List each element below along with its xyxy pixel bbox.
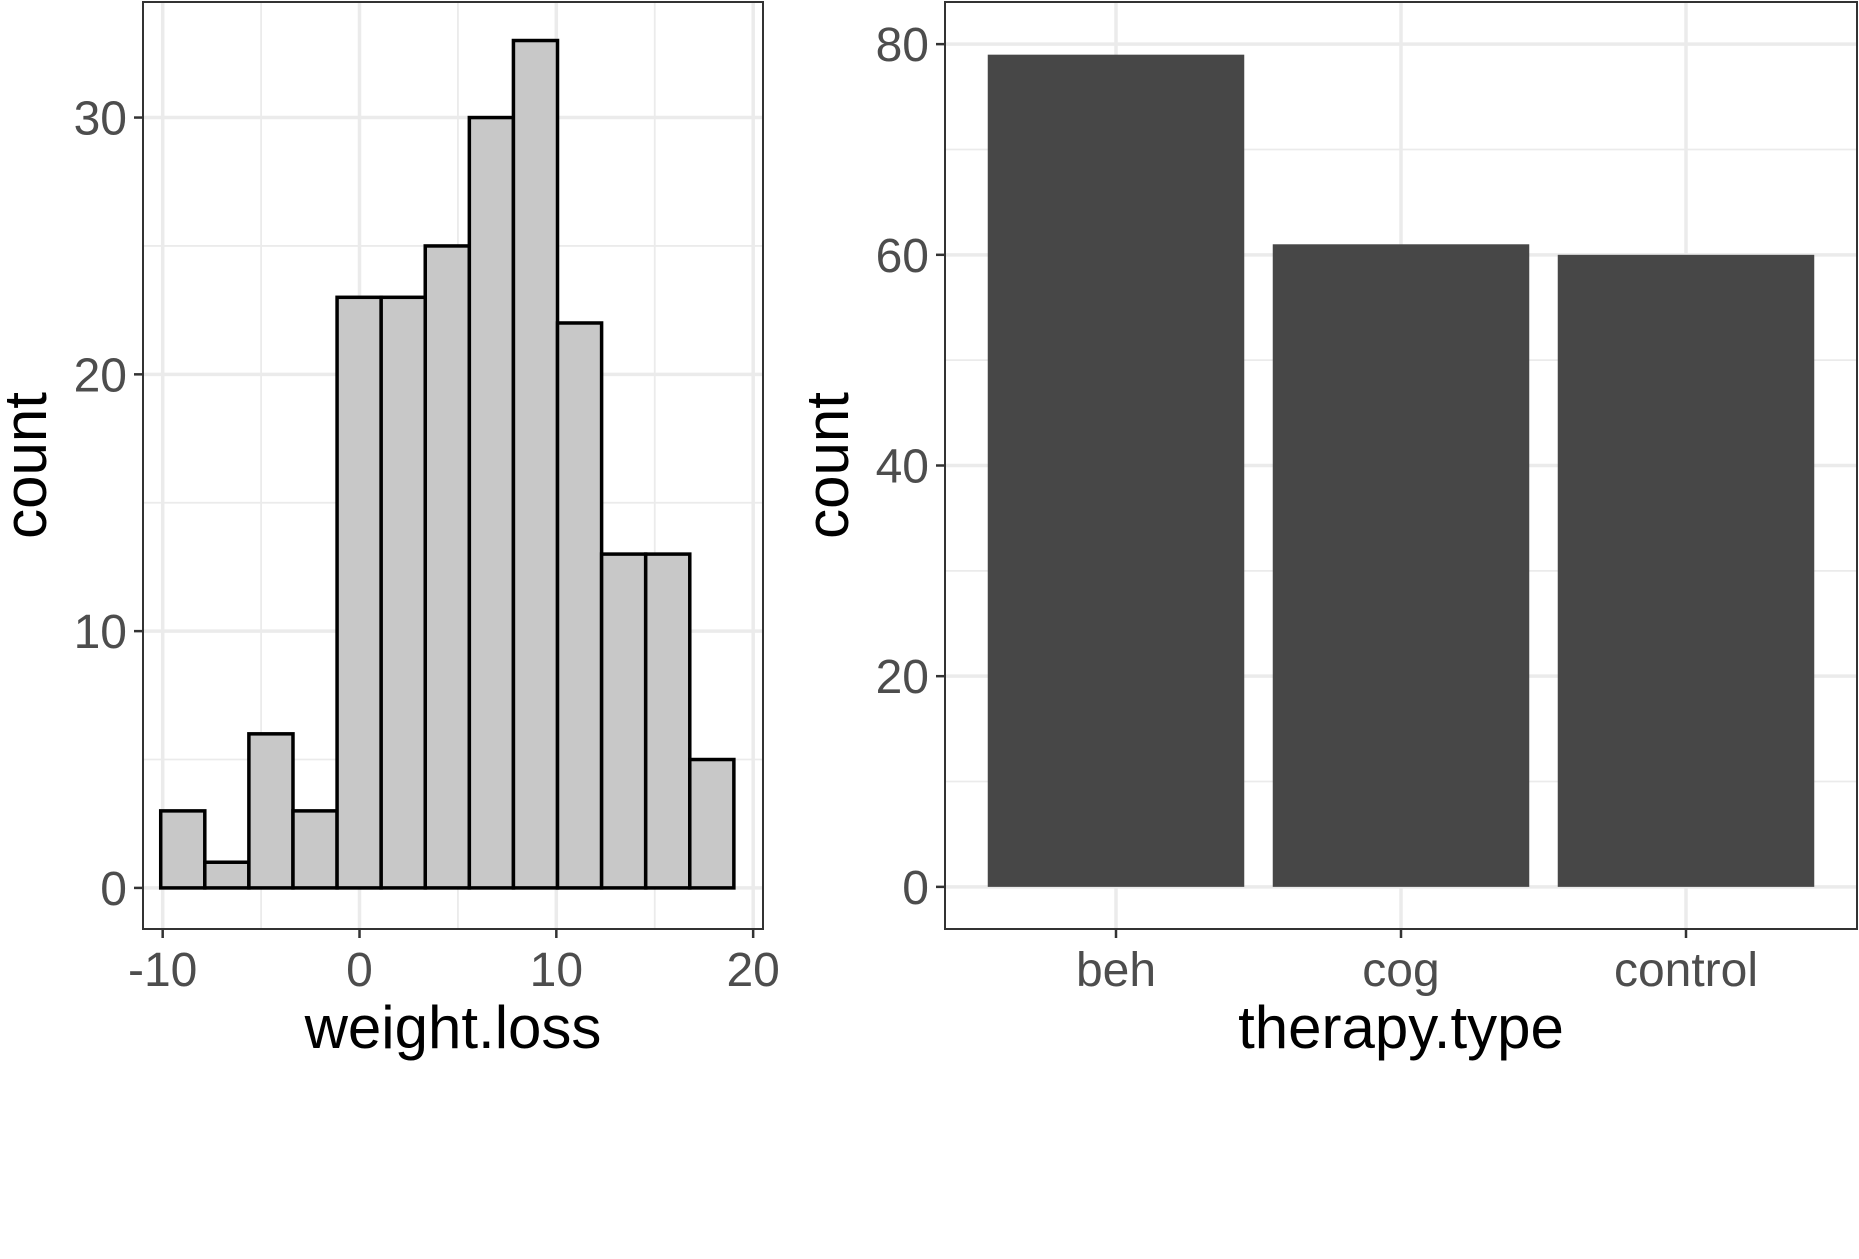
- histogram-y-tick-label: 30: [74, 93, 127, 146]
- barchart-bar-cog: [1272, 244, 1530, 887]
- histogram-panel-border: [142, 1, 764, 930]
- barchart-y-tick-label: 80: [876, 19, 929, 72]
- histogram-x-tick-label: 0: [346, 944, 373, 997]
- histogram-x-tick-label: 20: [726, 944, 779, 997]
- histogram-bar: [555, 321, 604, 890]
- barchart-x-tick-label: control: [1614, 944, 1758, 997]
- histogram-bar: [203, 860, 251, 890]
- barchart-y-tick-label: 40: [876, 441, 929, 494]
- barchart-x-axis-title: therapy.type: [1238, 994, 1564, 1061]
- histogram-x-tick-label: -10: [128, 944, 197, 997]
- barchart-y-tick-label: 0: [902, 862, 929, 915]
- histogram-bar: [467, 115, 516, 890]
- histogram-bar: [291, 809, 339, 890]
- histogram-x-tick-label: 10: [530, 944, 583, 997]
- histogram-bar: [643, 552, 692, 890]
- histogram-bar: [379, 295, 427, 890]
- histogram-bars: [158, 38, 736, 890]
- histogram-y-axis-title: count: [0, 392, 59, 539]
- histogram-bar: [599, 552, 648, 890]
- histogram-bar: [247, 732, 295, 890]
- histogram-bar: [335, 295, 383, 890]
- barchart-ticks: 0 20 40 60 80 beh cog control: [876, 19, 1758, 997]
- histogram-bar: [423, 244, 472, 890]
- histogram-bar: [158, 809, 207, 890]
- histogram-y-tick-label: 0: [100, 863, 127, 916]
- barchart-y-tick-label: 60: [876, 230, 929, 283]
- histogram-bar: [688, 757, 736, 890]
- barchart-bars: [987, 54, 1815, 887]
- barchart-panel: 0 20 40 60 80 beh cog control therapy.type coun…: [794, 1, 1858, 1061]
- histogram-y-tick-label: 20: [74, 349, 127, 402]
- barchart-y-axis-title: count: [794, 392, 861, 539]
- barchart-bar-control: [1557, 254, 1815, 887]
- barchart-y-tick-label: 20: [876, 651, 929, 704]
- barchart-x-tick-label: beh: [1076, 944, 1156, 997]
- barchart-bar-beh: [987, 54, 1245, 887]
- histogram-bar: [511, 38, 560, 890]
- histogram-y-tick-label: 10: [74, 606, 127, 659]
- histogram-x-axis-title: weight.loss: [304, 994, 602, 1061]
- barchart-x-tick-label: cog: [1362, 944, 1439, 997]
